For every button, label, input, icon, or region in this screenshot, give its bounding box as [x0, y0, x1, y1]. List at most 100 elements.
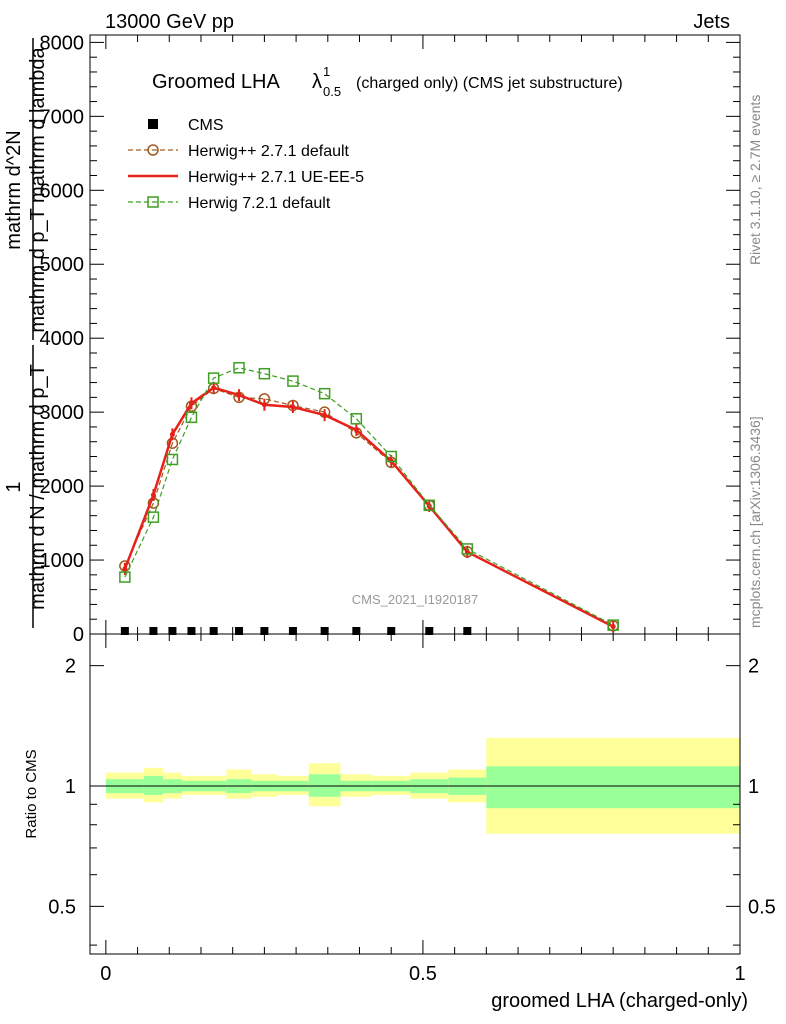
cms-data-point [120, 627, 129, 635]
main-x-ticks [105, 35, 741, 634]
y-tick-label: 8000 [40, 32, 85, 54]
point-marker [290, 404, 296, 410]
square-marker [258, 367, 271, 380]
legend-entry: Herwig++ 2.7.1 UE-EE-5 [128, 169, 364, 186]
square-marker [287, 375, 299, 387]
y-label-norm: mathrm d N / mathrm d p_T [27, 364, 49, 610]
square-marker [233, 362, 245, 374]
point-marker [322, 412, 328, 418]
ratio-y-ticks: 0.5 0.5 1 1 2 2 [48, 656, 776, 946]
legend-entry: Herwig 7.2.1 default [128, 195, 331, 212]
ratio-band-inner [143, 775, 163, 795]
ratio-bands [90, 737, 740, 834]
series-line [123, 386, 614, 628]
legend-label: CMS [188, 117, 224, 134]
cms-data-point [463, 627, 472, 635]
y-tick-label: 2000 [40, 476, 85, 498]
legend-label: Herwig 7.2.1 default [188, 195, 331, 212]
cms-data-point [235, 627, 244, 635]
legend-label: Herwig++ 2.7.1 default [188, 143, 350, 160]
x-tick-label: 0 [100, 963, 111, 985]
y-tick-label: 5000 [40, 254, 85, 276]
point-marker [122, 566, 128, 572]
y-tick-label: 4000 [40, 328, 85, 350]
y-label-rhs-top: mathrm d^2N [3, 130, 25, 249]
ratio-tick-label: 1 [65, 776, 76, 798]
point-marker [464, 549, 470, 555]
y-tick-label: 1000 [40, 550, 85, 572]
analysis-watermark: CMS_2021_I1920187 [352, 592, 479, 607]
point-marker [610, 624, 616, 630]
ratio-band-inner [486, 766, 740, 809]
title-superscript: 1 [323, 64, 330, 79]
legend-label: Herwig++ 2.7.1 UE-EE-5 [188, 169, 364, 186]
legend-square-filled [148, 119, 158, 129]
category-label: Jets [693, 11, 730, 33]
series-data [120, 627, 472, 635]
title-subscript: 0.5 [323, 84, 341, 99]
title-main: Groomed LHA [152, 71, 280, 93]
square-marker [207, 372, 220, 384]
square-marker [350, 413, 363, 425]
ratio-tick-label-right: 0.5 [748, 896, 776, 918]
mcplots-label: mcplots.cern.ch [arXiv:1306.3436] [747, 416, 763, 628]
series-line [124, 387, 614, 627]
cms-data-point [425, 627, 434, 635]
x-axis-label: groomed LHA (charged-only) [491, 990, 748, 1012]
ratio-x-ticks: 0 0.5 1 [100, 634, 746, 985]
point-marker [169, 431, 175, 437]
square-marker [185, 411, 198, 424]
y-tick-label: 7000 [40, 106, 85, 128]
cms-data-point [320, 627, 329, 635]
square-marker [147, 511, 160, 523]
ratio-frame [89, 633, 741, 955]
x-tick-label: 1 [734, 963, 745, 985]
series-dashed-square [119, 362, 619, 631]
series-solid-errorbar [122, 381, 616, 633]
legend: CMS Herwig++ 2.7.1 default Herwig++ 2.7.1 … [128, 117, 364, 212]
point-marker [188, 400, 194, 406]
cms-data-point [352, 627, 361, 635]
point-marker [353, 427, 359, 433]
x-tick-label: 0.5 [409, 963, 437, 985]
ratio-tick-label-right: 2 [748, 656, 759, 678]
legend-square [147, 196, 159, 208]
y-label-rhs-bottom: mathrm d p_T mathrm d lambda [27, 46, 49, 332]
ratio-tick-label-right: 1 [748, 776, 759, 798]
cms-data-point [149, 627, 158, 635]
main-y-ticks: 0 1000 2000 3000 4000 5000 6000 7000 8000 [40, 32, 740, 646]
ratio-band-inner [308, 774, 341, 797]
y-label-one: 1 [3, 481, 25, 492]
cms-data-point [387, 627, 396, 635]
square-marker [318, 387, 331, 400]
square-marker [461, 543, 474, 555]
point-marker [236, 392, 242, 398]
cms-data-point [168, 627, 177, 635]
y-tick-label: 0 [73, 624, 84, 646]
ratio-tick-label: 0.5 [48, 896, 76, 918]
ratio-panel: 0.5 0.51 12 2 0 0.5 1 Ratio to CMS groomed LH… [23, 633, 776, 1012]
y-tick-label: 6000 [40, 180, 85, 202]
cms-data-point [209, 627, 218, 635]
square-marker [119, 571, 131, 583]
square-marker [607, 619, 619, 631]
point-marker [150, 492, 156, 498]
title-symbol: λ [312, 71, 322, 93]
energy-label: 13000 GeV pp [105, 11, 234, 33]
series-layer [119, 362, 619, 635]
legend-entry: CMS [148, 117, 224, 134]
cms-data-point [187, 627, 196, 635]
square-marker [166, 453, 179, 466]
cms-data-point [260, 627, 269, 635]
legend-circle [147, 144, 159, 156]
legend-entry: Herwig++ 2.7.1 default [128, 143, 350, 160]
cms-data-point [288, 627, 297, 635]
square-marker [385, 450, 397, 463]
main-panel: 0 1000 2000 3000 4000 5000 6000 7000 8000 CMS_20… [3, 32, 741, 646]
y-axis-label: 1 mathrm d N / mathrm d p_T mathrm d^2N … [3, 38, 49, 628]
ratio-y-label: Ratio to CMS [23, 749, 40, 838]
ratio-tick-label: 2 [65, 656, 76, 678]
square-marker [423, 499, 436, 512]
y-tick-label: 3000 [40, 402, 85, 424]
